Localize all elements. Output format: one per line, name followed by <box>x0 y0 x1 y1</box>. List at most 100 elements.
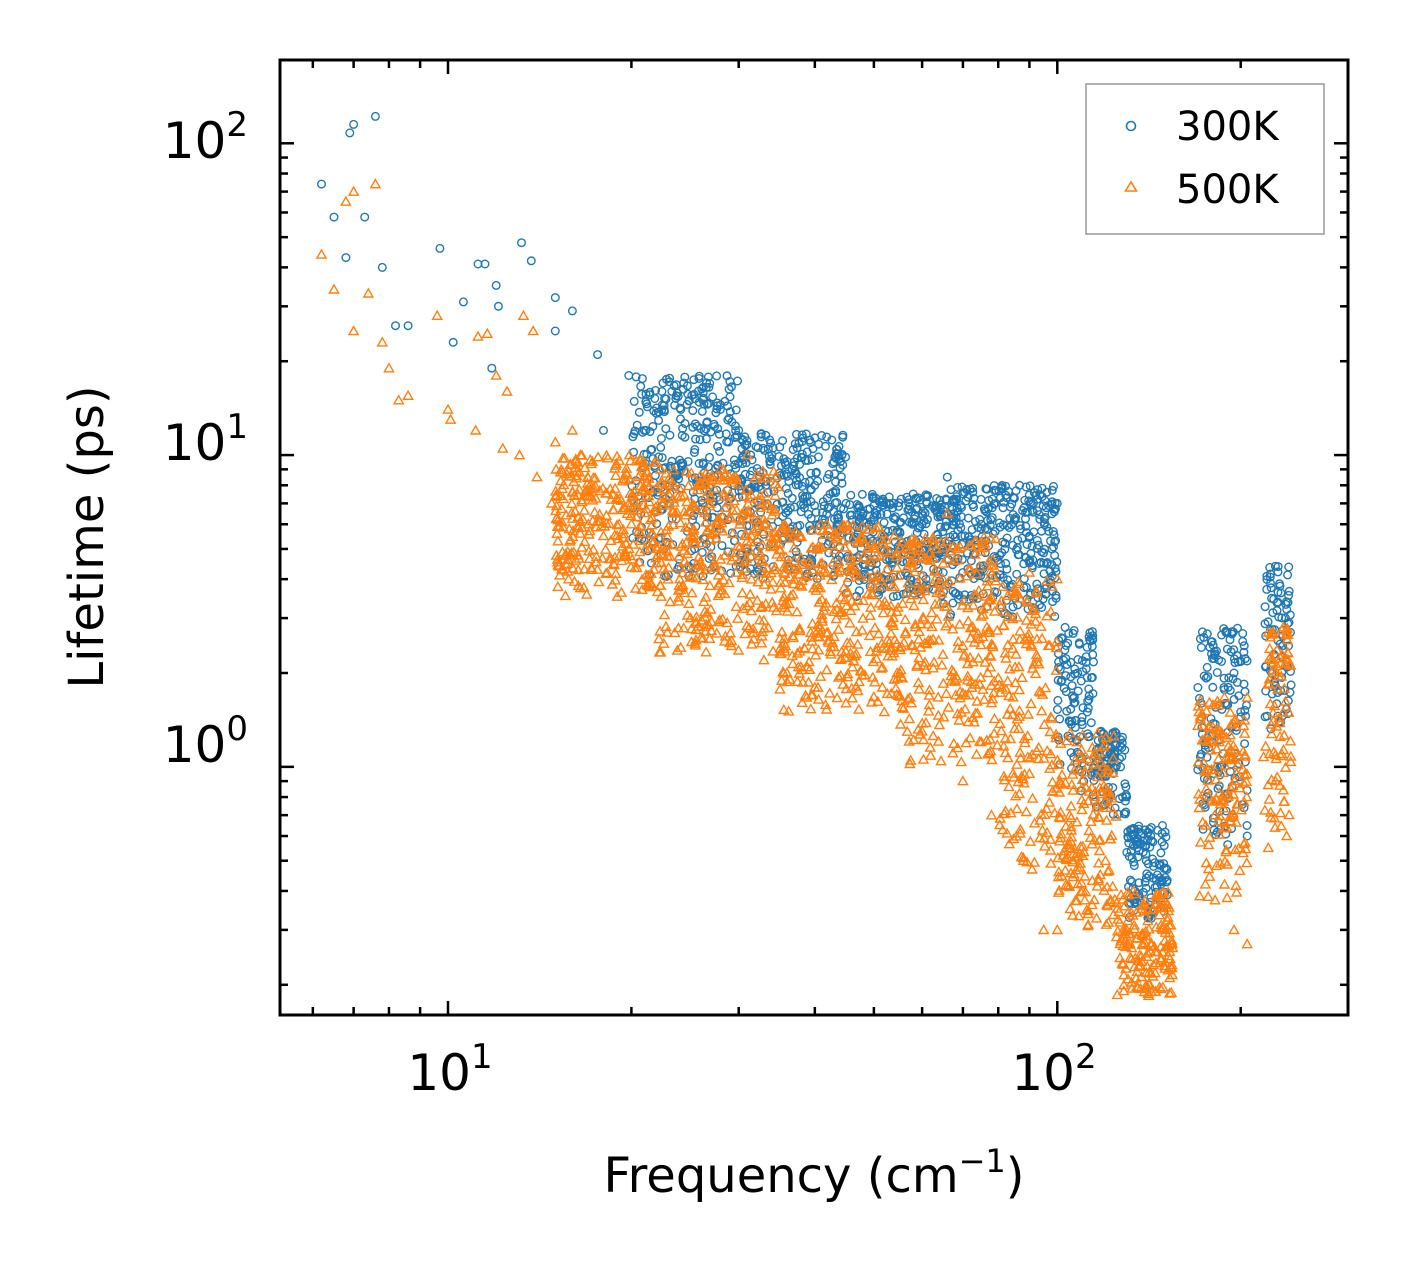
500k-point <box>743 492 756 503</box>
500k-point <box>965 540 978 551</box>
500k-point <box>988 562 1001 573</box>
300k-point <box>550 326 560 336</box>
300k-point <box>839 504 849 514</box>
500k-point <box>741 449 754 460</box>
300k-point <box>847 510 857 520</box>
500k-point <box>834 669 847 680</box>
500k-point <box>924 741 937 752</box>
300k-point <box>854 523 864 533</box>
500k-point <box>1166 938 1178 949</box>
300k-point <box>802 447 812 457</box>
500k-point <box>685 623 698 634</box>
500k-point <box>1196 734 1209 745</box>
500k-point <box>661 626 674 637</box>
300k-point <box>1087 641 1097 651</box>
500k-point <box>704 579 716 591</box>
500k-point <box>964 632 977 643</box>
500k-point <box>731 612 744 623</box>
500k-point <box>1051 573 1064 584</box>
500k-point <box>994 598 1006 610</box>
500k-point <box>1014 633 1026 644</box>
300k-point <box>931 501 941 511</box>
300k-point <box>871 508 881 518</box>
500k-point <box>1040 802 1053 814</box>
500k-point <box>835 591 848 602</box>
500k-point <box>1203 870 1216 881</box>
500k-point <box>1045 857 1057 868</box>
300k-point <box>968 483 978 493</box>
500k-point <box>444 413 457 424</box>
500k-point <box>1275 820 1288 831</box>
500k-point <box>831 603 843 614</box>
300k-point <box>1086 718 1096 728</box>
300k-point <box>360 212 370 222</box>
500k-point <box>1067 784 1079 795</box>
300k-point <box>593 350 603 360</box>
500k-point <box>1199 819 1212 830</box>
500k-point <box>1202 790 1215 801</box>
300k-point <box>1057 634 1067 644</box>
500k-point <box>1278 682 1291 693</box>
500k-point <box>947 737 960 748</box>
500k-point <box>1034 814 1046 825</box>
500k-point <box>993 819 1006 830</box>
500k-point <box>756 539 769 550</box>
500k-point <box>669 507 682 518</box>
legend: 300K 500K <box>1085 83 1325 235</box>
500k-point <box>1038 832 1050 843</box>
500k-point <box>673 550 685 561</box>
300k-point <box>1028 507 1038 517</box>
500k-point <box>1117 979 1130 990</box>
500k-point <box>1150 957 1162 968</box>
500k-point <box>1103 790 1116 801</box>
500k-point <box>964 732 976 743</box>
500k-point <box>838 541 851 552</box>
500k-point <box>1263 673 1276 684</box>
500k-point <box>1009 790 1022 801</box>
500k-point <box>992 672 1005 683</box>
500k-point <box>913 652 925 663</box>
500k-point <box>906 639 919 651</box>
500k-point <box>1026 863 1038 874</box>
500k-point <box>1238 727 1251 738</box>
500k-point <box>706 469 718 480</box>
500k-point <box>774 582 787 593</box>
300k-point <box>801 455 811 465</box>
500k-point <box>986 693 999 704</box>
300k-point <box>1127 825 1137 835</box>
300k-point <box>487 363 497 373</box>
500k-point <box>1130 972 1142 983</box>
500k-point <box>1075 794 1088 805</box>
500k-point <box>888 633 901 645</box>
500k-point <box>1099 795 1112 806</box>
300k-point <box>1219 673 1229 683</box>
500k-point <box>883 547 896 558</box>
300k-point <box>1129 857 1139 867</box>
500k-point <box>795 552 807 563</box>
500k-point <box>922 705 935 716</box>
500k-point <box>1224 706 1237 717</box>
500k-point <box>567 475 580 487</box>
500k-point <box>713 577 726 588</box>
500k-point <box>1145 937 1158 948</box>
500k-point <box>1235 804 1248 815</box>
500k-point <box>608 559 621 570</box>
500k-point <box>1012 575 1024 587</box>
500k-point <box>789 525 802 536</box>
500k-point <box>549 485 562 496</box>
300k-point <box>636 381 646 391</box>
500k-point <box>1072 878 1084 889</box>
500k-point <box>960 737 973 748</box>
300k-point <box>879 518 889 528</box>
500k-point <box>1282 706 1295 717</box>
500k-point <box>1164 952 1176 964</box>
500k-point <box>1041 826 1053 837</box>
500k-point <box>656 499 669 510</box>
y-axis-label: Lifetime (ps) <box>59 385 115 688</box>
300k-point <box>317 179 327 189</box>
500k-point <box>782 705 795 716</box>
500k-point <box>656 549 669 560</box>
500k-point <box>620 468 633 479</box>
500k-point <box>1048 807 1061 818</box>
500k-point <box>908 599 920 611</box>
